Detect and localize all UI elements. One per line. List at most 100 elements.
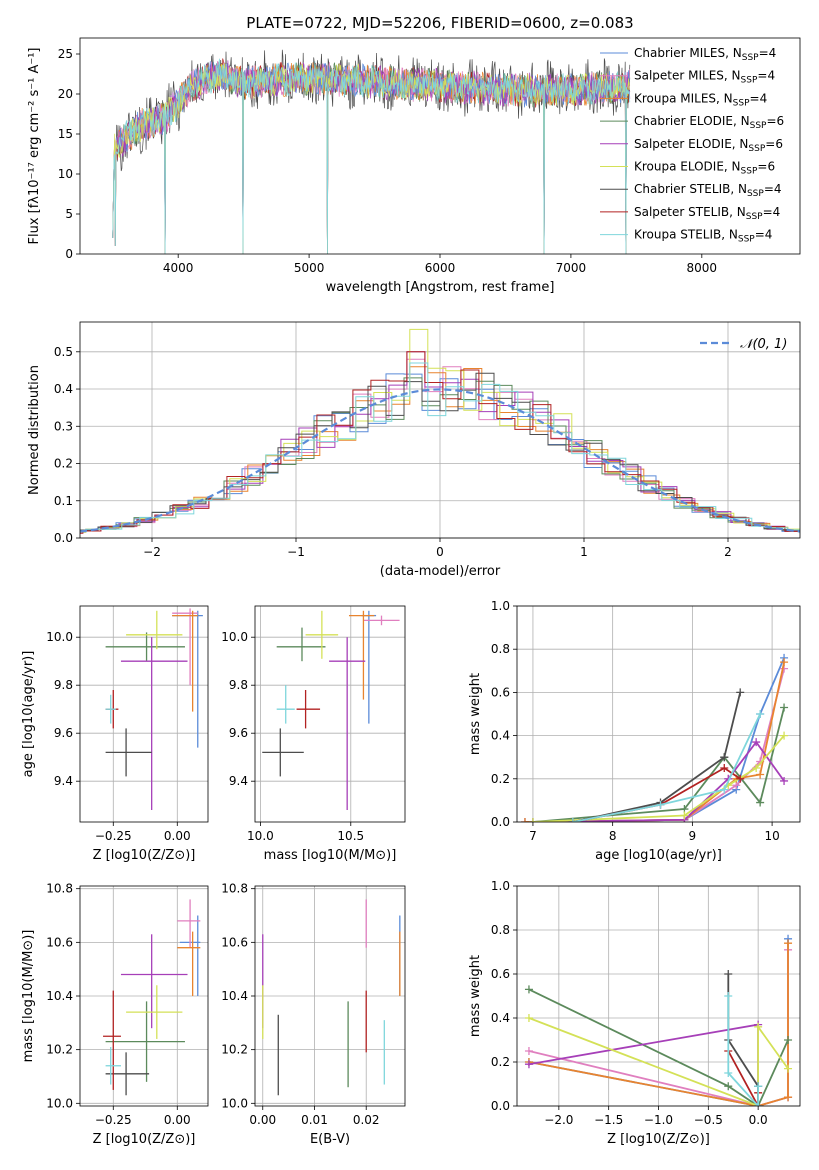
series-marker	[724, 992, 733, 1000]
y-tick-label: 9.4	[229, 774, 248, 788]
x-tick-label: 0	[436, 545, 444, 559]
y-axis-label: Normed distribution	[27, 365, 42, 495]
axes-frame	[254, 885, 406, 1107]
x-tick-label: −0.25	[95, 1113, 132, 1127]
errorbar-salpeter-miles	[172, 608, 198, 686]
legend-count: =4	[759, 46, 777, 60]
plot-area	[80, 328, 800, 534]
legend-sub: SSP	[738, 235, 755, 245]
y-tick-label: 10.6	[46, 935, 73, 949]
errorbar-salpeter-miles	[363, 615, 400, 626]
y-tick-label: 9.6	[229, 726, 248, 740]
y-tick-label: 0.2	[491, 772, 510, 786]
y-axis-label: age [log10(age/yr)]	[21, 651, 36, 778]
plot-area	[112, 49, 631, 254]
errorbar-chabrier-stelib	[262, 728, 304, 777]
errorbar-kroupa-stelib	[105, 1046, 121, 1085]
panel-age-vs-mass: 10.0 10.5 9.4 9.6 9.8 10.0 mass [log10(M/M⊙)]	[221, 605, 406, 863]
errorbar-salpeter-stelib	[296, 690, 321, 729]
y-tick-label: 10.8	[46, 882, 73, 896]
errorbar-kroupa-stelib	[276, 685, 295, 724]
histogram-step	[80, 351, 800, 534]
x-tick-label: 1	[580, 545, 588, 559]
series-marker	[784, 1093, 793, 1102]
series-marker	[784, 939, 793, 948]
errorbar-salpeter-elodie	[120, 637, 188, 810]
legend-count: =6	[765, 137, 783, 151]
series-line	[528, 1017, 789, 1106]
y-tick-label: 10.4	[46, 989, 73, 1003]
plot-area	[262, 899, 401, 1096]
x-axis-label: wavelength [Angstrom, rest frame]	[326, 280, 555, 295]
series-marker	[720, 764, 729, 772]
series-marker	[524, 1060, 533, 1069]
errorbar-kroupa-elodie	[305, 610, 339, 659]
legend-sub: SSP	[733, 98, 750, 108]
y-tick-label: 15	[58, 127, 73, 141]
series-marker	[752, 738, 761, 747]
y-tick-label: 0.4	[491, 1011, 510, 1025]
histogram-step	[80, 328, 800, 533]
series-marker	[720, 785, 729, 794]
x-tick-label: 6000	[425, 261, 456, 275]
errorbar-salpeter-miles	[177, 899, 201, 948]
legend-label: Salpeter ELODIE, NSSP=6	[634, 137, 783, 154]
series-line	[524, 662, 785, 822]
series-marker	[754, 1102, 763, 1106]
x-tick-label: 9	[689, 829, 697, 843]
axes-frame	[79, 321, 801, 539]
series-marker	[756, 710, 765, 718]
y-tick-label: 0.8	[491, 642, 510, 656]
axes-frame	[516, 885, 801, 1107]
errorbar-chabrier-stelib	[105, 1052, 150, 1096]
series-marker	[784, 1036, 793, 1044]
x-axis-label: Z [log10(Z/Z⊙)]	[93, 1132, 196, 1147]
errorbar-kroupa-miles	[348, 610, 375, 700]
series-marker	[568, 818, 577, 822]
series-marker	[752, 764, 761, 772]
axes-frame	[79, 37, 801, 255]
legend-sub: SSP	[746, 212, 763, 222]
y-tick-label: 9.8	[54, 678, 73, 692]
x-axis-label: Z [log10(Z/Z⊙)]	[93, 848, 196, 863]
y-tick-label: 10	[58, 167, 73, 181]
axes-frame	[79, 885, 209, 1107]
series-marker	[780, 703, 789, 712]
series-marker	[756, 798, 765, 807]
panel-mass-vs-z: −0.25 0.00 10.0 10.2 10.4 10.6 10.8 Z [log10(Z/…	[21, 882, 209, 1147]
x-tick-label: −1.0	[644, 1113, 673, 1127]
legend-count: =4	[750, 91, 768, 105]
series-line	[727, 974, 759, 1106]
y-tick-label: 0.1	[54, 494, 73, 508]
errorbar-salpeter-stelib	[103, 990, 121, 1090]
histogram-step	[80, 377, 800, 534]
series-marker	[524, 985, 533, 994]
x-tick-label: −1.5	[594, 1113, 623, 1127]
y-tick-label: 0.4	[54, 382, 73, 396]
x-tick-label: −1	[287, 545, 305, 559]
y-tick-label: 0.8	[491, 923, 510, 937]
errorbar-kroupa-elodie	[126, 985, 183, 1039]
series-line	[532, 740, 785, 822]
legend-label: Kroupa STELIB, NSSP=4	[634, 228, 772, 245]
legend-sub: SSP	[748, 144, 765, 154]
histogram-step	[80, 373, 800, 534]
panel-mass-vs-ebv: 0.00 0.01 0.02 10.0 10.2 10.4 10.6 10.8 E(B-V)	[221, 882, 406, 1147]
series-marker	[720, 753, 729, 762]
legend-label: Salpeter MILES, NSSP=4	[634, 69, 775, 86]
y-axis-label: mass weight	[468, 955, 483, 1037]
x-tick-label: −0.5	[694, 1113, 723, 1127]
series-marker	[724, 1069, 733, 1077]
legend-label: Kroupa ELODIE, NSSP=6	[634, 160, 775, 177]
series-marker	[780, 731, 789, 740]
figure-title: PLATE=0722, MJD=52206, FIBERID=0600, z=0…	[246, 14, 633, 32]
series-marker	[724, 1082, 733, 1091]
series-marker	[736, 688, 745, 697]
x-tick-label: 8000	[687, 261, 718, 275]
y-tick-label: 9.6	[54, 726, 73, 740]
series-marker	[756, 770, 765, 779]
y-tick-label: 0.6	[491, 685, 510, 699]
y-tick-label: 0.4	[491, 729, 510, 743]
series-marker	[754, 1082, 763, 1091]
x-tick-label: 0.00	[249, 1113, 276, 1127]
